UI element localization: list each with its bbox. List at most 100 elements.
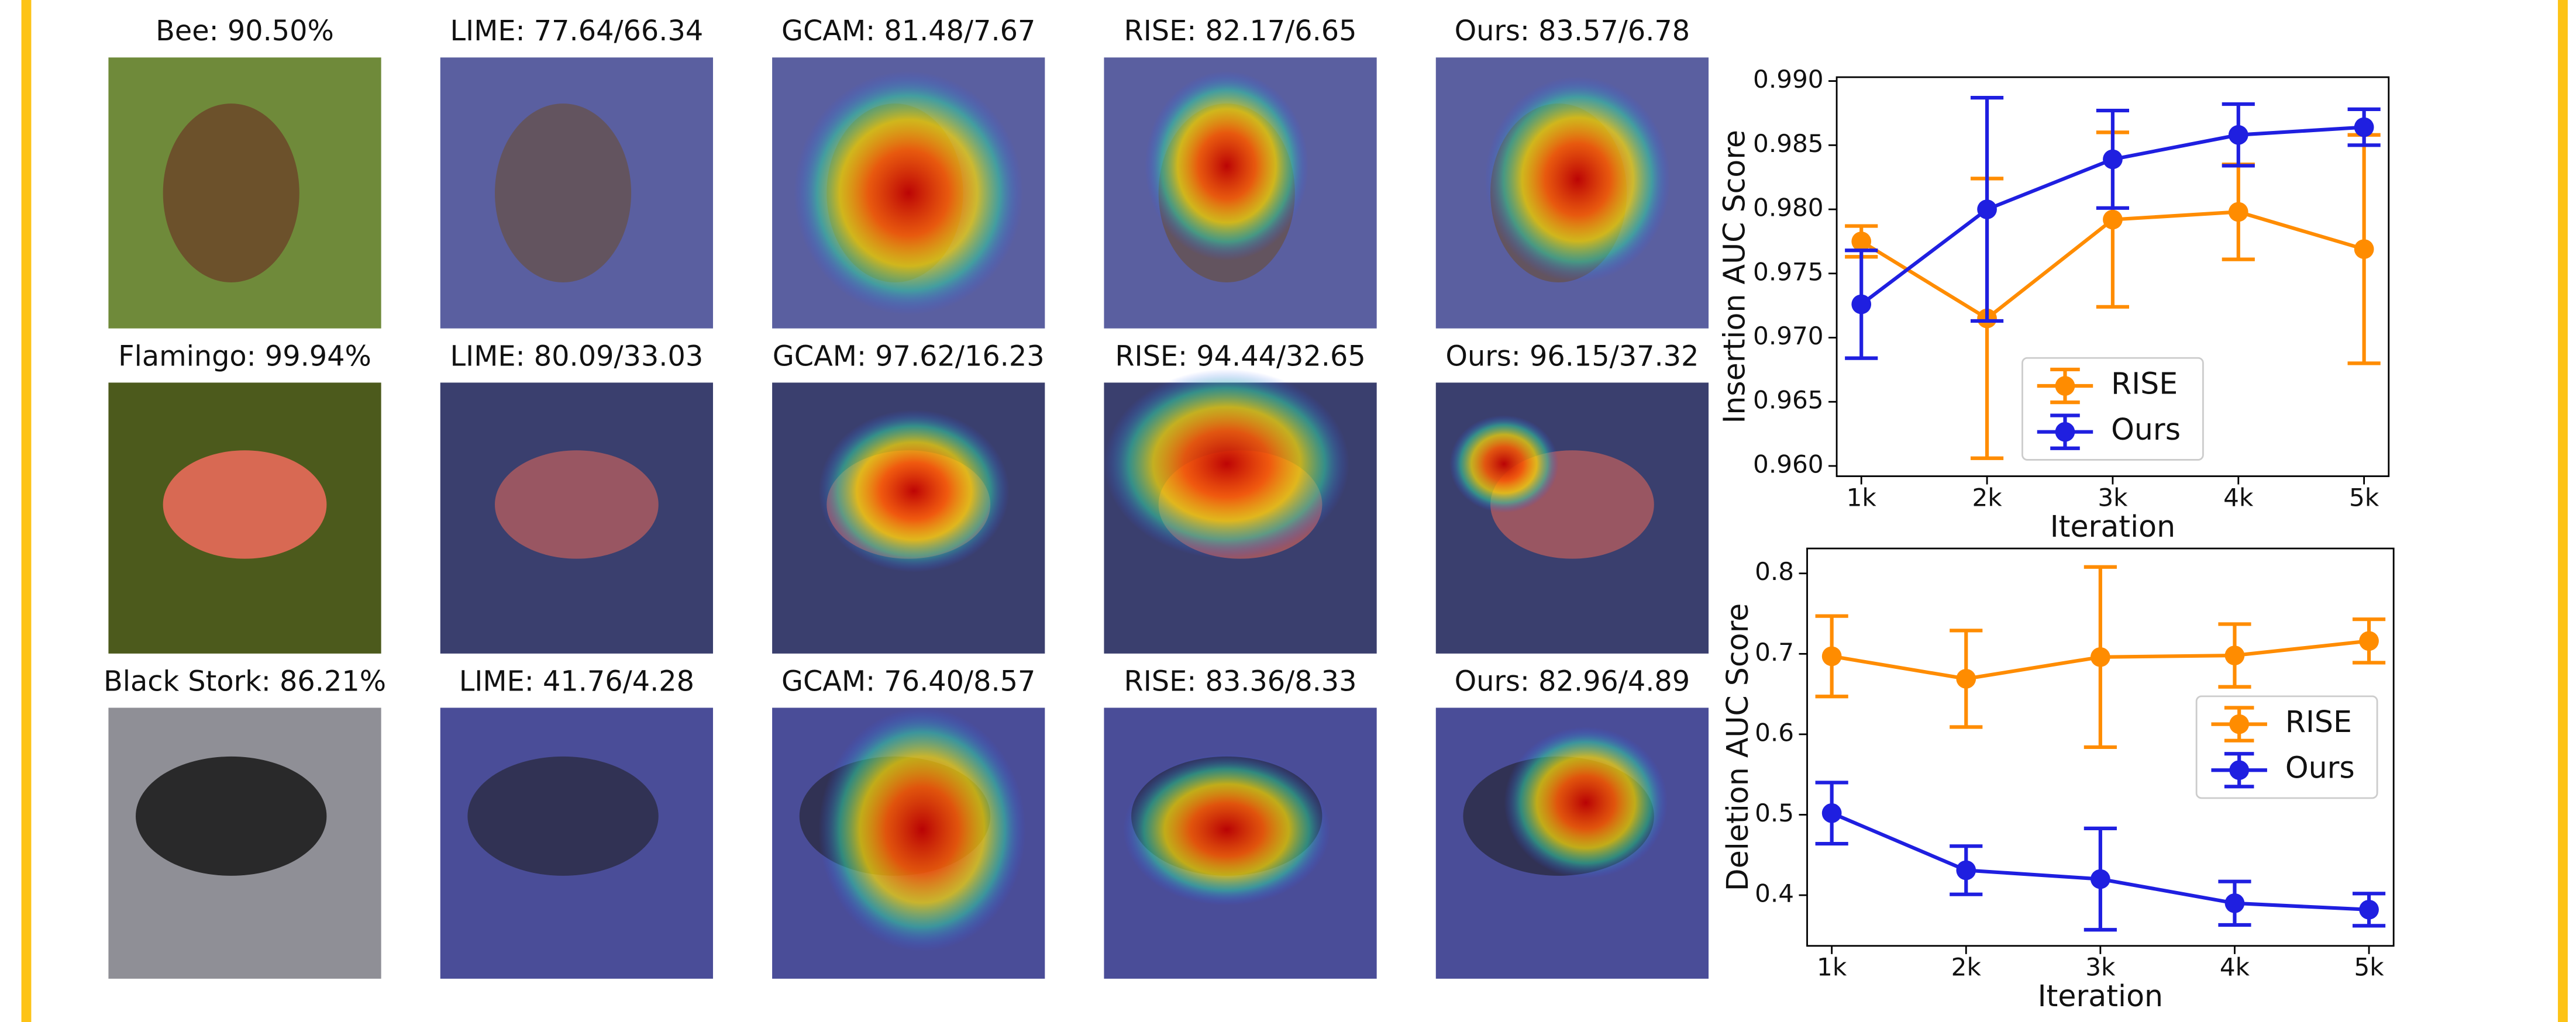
x-axis-label: Iteration	[2038, 979, 2163, 1013]
image-panel	[1104, 57, 1377, 329]
x-tick-label: 2k	[1951, 953, 1982, 982]
y-tick-label: 0.8	[1755, 557, 1794, 586]
y-tick-label: 0.975	[1753, 257, 1824, 286]
plot-frame	[1806, 547, 2395, 947]
data-point	[2224, 893, 2245, 913]
image-panel	[772, 707, 1045, 979]
legend-marker	[2055, 422, 2075, 442]
image-panel	[1435, 57, 1709, 329]
panel-title: Flamingo: 99.94%	[118, 340, 371, 372]
x-tick-label: 5k	[2349, 483, 2379, 512]
panel-title: GCAM: 97.62/16.23	[773, 340, 1045, 372]
panel-title: LIME: 41.76/4.28	[459, 665, 694, 698]
image-subject	[163, 103, 299, 282]
panel-title: LIME: 77.64/66.34	[450, 15, 704, 47]
data-point	[2354, 239, 2374, 259]
data-point	[2359, 631, 2379, 651]
data-point	[1851, 294, 1872, 315]
legend-marker	[2055, 376, 2075, 396]
image-panel	[1435, 707, 1709, 979]
x-tick-label: 4k	[2223, 483, 2254, 512]
data-point	[1956, 669, 1976, 689]
y-tick-label: 0.960	[1753, 450, 1824, 478]
y-tick-label: 0.985	[1753, 129, 1824, 158]
data-point	[2224, 645, 2245, 665]
data-point	[1821, 646, 1842, 667]
saliency-heat	[1145, 71, 1309, 261]
y-tick-label: 0.7	[1755, 638, 1794, 667]
panel-title: LIME: 80.09/33.03	[450, 340, 704, 372]
panel-title: GCAM: 76.40/8.57	[781, 665, 1035, 698]
panel-title: RISE: 82.17/6.65	[1124, 15, 1357, 47]
image-panel	[440, 57, 713, 329]
saliency-heat	[818, 707, 1026, 952]
legend-label: Ours	[2111, 412, 2181, 447]
saliency-heat	[1449, 415, 1559, 513]
panel-title: GCAM: 81.48/7.67	[781, 15, 1035, 47]
data-point	[1956, 860, 1976, 881]
data-point	[1977, 199, 1997, 219]
legend-label: Ours	[2285, 751, 2355, 785]
y-tick-label: 0.965	[1753, 386, 1824, 415]
y-axis-label: Deletion AUC Score	[1720, 603, 1755, 892]
image-panel	[772, 382, 1045, 654]
data-point	[2359, 899, 2379, 920]
panel-title: RISE: 83.36/8.33	[1124, 665, 1357, 698]
y-tick-label: 0.4	[1755, 879, 1794, 908]
y-tick-label: 0.6	[1755, 718, 1794, 747]
image-panel	[440, 382, 713, 654]
plot-frame	[1835, 76, 2390, 477]
data-point	[1851, 232, 1872, 251]
image-panel	[772, 57, 1045, 329]
data-point	[2091, 647, 2110, 667]
legend-label: RISE	[2285, 705, 2352, 739]
image-subject	[136, 756, 327, 876]
border-right	[2558, 0, 2568, 1022]
x-tick-label: 4k	[2220, 953, 2250, 982]
panel-title: Ours: 96.15/37.32	[1445, 340, 1699, 372]
y-axis-label: Insertion AUC Score	[1717, 130, 1751, 424]
image-panel	[1104, 707, 1377, 979]
legend-marker	[2229, 760, 2250, 781]
data-point	[2103, 209, 2123, 230]
data-point	[2354, 117, 2374, 137]
y-tick-label: 0.990	[1753, 65, 1824, 94]
x-tick-label: 1k	[1817, 953, 1847, 982]
data-point	[2103, 149, 2123, 170]
y-tick-label: 0.980	[1753, 194, 1824, 222]
panel-title: Bee: 90.50%	[156, 15, 334, 47]
data-point	[2091, 869, 2110, 889]
x-tick-label: 5k	[2354, 953, 2384, 982]
legend-marker	[2229, 714, 2250, 734]
saliency-heat	[818, 409, 1010, 572]
saliency-heat	[1485, 76, 1671, 282]
image-panel	[108, 707, 381, 979]
image-subject	[163, 450, 327, 559]
data-point	[1821, 803, 1842, 823]
data-point	[2228, 125, 2248, 145]
y-tick-label: 0.5	[1755, 799, 1794, 827]
panel-title: Ours: 82.96/4.89	[1455, 665, 1690, 698]
saliency-heat	[1104, 369, 1350, 559]
x-tick-label: 3k	[2098, 483, 2128, 512]
x-tick-label: 1k	[1847, 483, 1877, 512]
image-panel	[440, 707, 713, 979]
saliency-heat	[1504, 726, 1668, 879]
image-panel	[108, 57, 381, 329]
x-tick-label: 2k	[1972, 483, 2002, 512]
border-left	[21, 0, 32, 1022]
x-axis-label: Iteration	[2050, 509, 2175, 544]
legend-label: RISE	[2111, 367, 2178, 401]
y-tick-label: 0.970	[1753, 322, 1824, 350]
image-subject	[494, 450, 659, 559]
saliency-heat	[794, 71, 1024, 315]
image-panel	[108, 382, 381, 654]
image-panel	[1435, 382, 1709, 654]
panel-title: Ours: 83.57/6.78	[1455, 15, 1690, 47]
image-panel	[1104, 369, 1377, 654]
data-point	[2228, 202, 2248, 222]
saliency-heat	[1123, 754, 1331, 906]
panel-title: RISE: 94.44/32.65	[1115, 340, 1365, 372]
